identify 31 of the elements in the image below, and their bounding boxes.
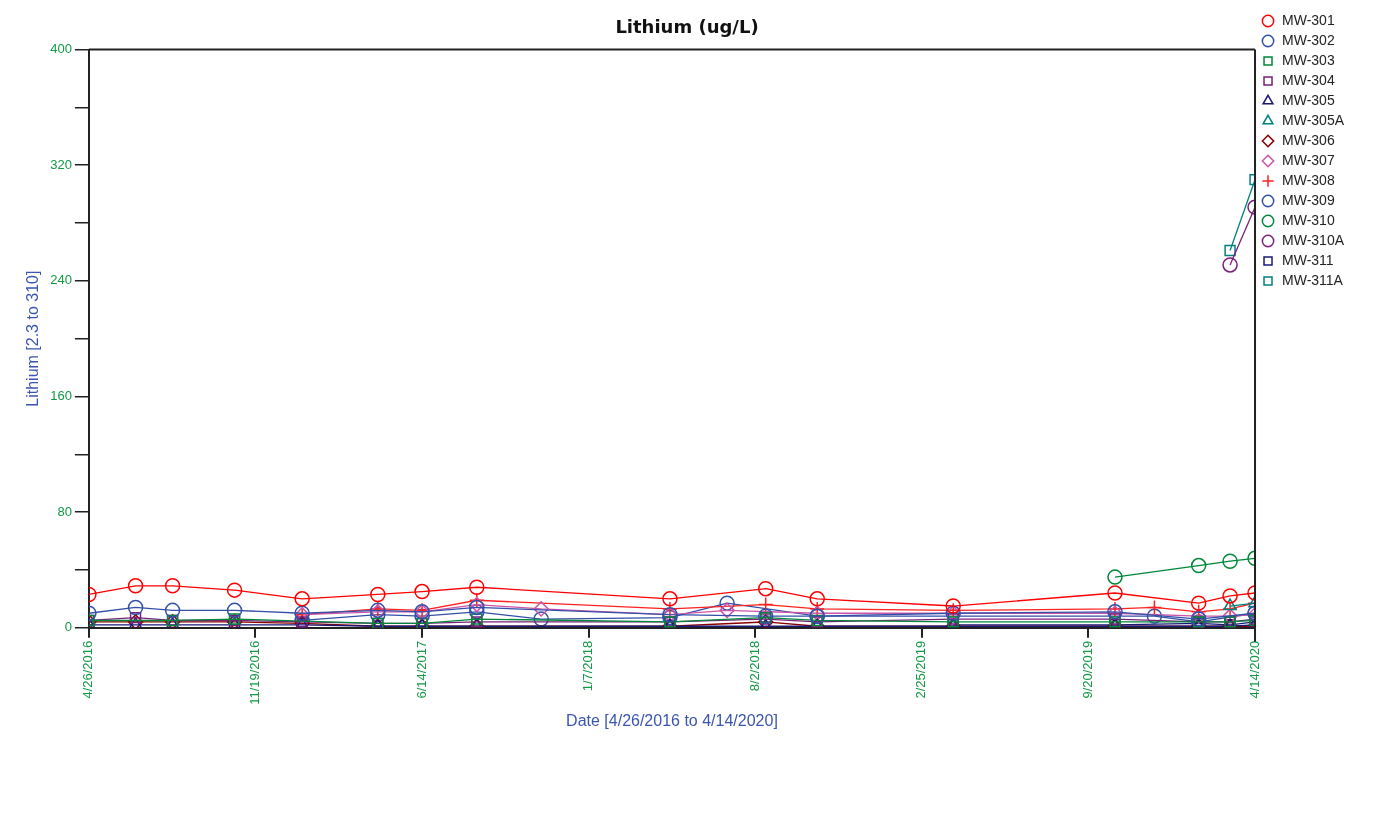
legend-label: MW-306 — [1282, 131, 1335, 148]
x-axis-title: Date [4/26/2016 to 4/14/2020] — [566, 711, 778, 729]
legend-label: MW-301 — [1282, 11, 1335, 28]
x-tick-label: 4/26/2016 — [80, 640, 96, 699]
y-tick-label: 160 — [50, 388, 72, 404]
legend-label: MW-307 — [1282, 151, 1335, 168]
legend-label: MW-308 — [1282, 171, 1335, 188]
y-axis-title: Lithium [2.3 to 310] — [24, 270, 42, 407]
legend-label: MW-305A — [1282, 111, 1345, 128]
y-tick-label: 400 — [50, 41, 72, 57]
x-tick-label: 1/7/2018 — [580, 640, 596, 692]
legend-label: MW-310 — [1282, 211, 1335, 228]
legend-label: MW-302 — [1282, 31, 1335, 48]
y-tick-label: 80 — [57, 503, 72, 519]
legend-label: MW-310A — [1282, 231, 1345, 248]
x-tick-label: 9/20/2019 — [1080, 640, 1096, 699]
x-tick-label: 2/25/2019 — [913, 640, 929, 699]
legend-label: MW-311 — [1282, 251, 1334, 268]
x-tick-label: 11/19/2016 — [247, 640, 263, 705]
legend-label: MW-305 — [1282, 91, 1335, 108]
chart-title: Lithium (ug/L) — [615, 16, 759, 38]
y-tick-label: 320 — [50, 156, 72, 172]
legend-label: MW-304 — [1282, 71, 1335, 88]
legend-label: MW-309 — [1282, 191, 1335, 208]
legend-label: MW-311A — [1282, 271, 1344, 288]
y-tick-label: 0 — [64, 619, 72, 635]
y-tick-label: 240 — [50, 272, 72, 288]
legend-label: MW-303 — [1282, 51, 1335, 68]
x-tick-label: 8/2/2018 — [746, 640, 762, 692]
x-tick-label: 6/14/2017 — [413, 640, 429, 699]
x-tick-label: 4/14/2020 — [1246, 640, 1262, 699]
